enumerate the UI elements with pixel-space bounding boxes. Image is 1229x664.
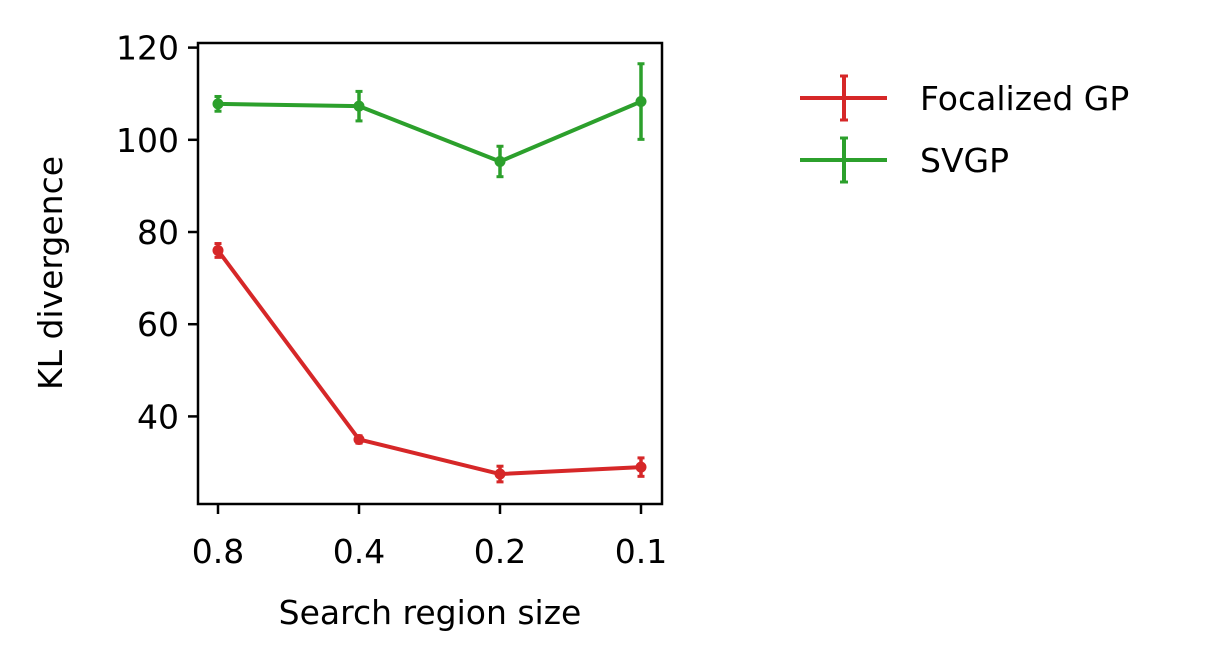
- y-tick-label: 80: [137, 213, 179, 252]
- series-line: [217, 99, 642, 164]
- plot-frame: [196, 41, 664, 506]
- legend-label: Focalized GP: [920, 79, 1129, 118]
- x-tick-label: 0.4: [333, 532, 385, 571]
- data-point: [212, 98, 224, 110]
- data-point: [635, 461, 647, 473]
- data-point: [353, 433, 365, 445]
- x-tick-label: 0.8: [192, 532, 244, 571]
- data-point: [353, 100, 365, 112]
- series-line: [216, 249, 642, 477]
- data-point: [494, 468, 506, 480]
- legend-label: SVGP: [920, 141, 1009, 180]
- plot-area: [212, 62, 647, 484]
- y-tick-label: 60: [137, 305, 179, 344]
- y-tick-label: 120: [116, 29, 179, 68]
- data-point: [635, 96, 647, 108]
- y-axis: 40 60 80 100 120: [116, 29, 198, 436]
- data-point: [212, 244, 224, 256]
- legend: Focalized GP SVGP: [800, 74, 1129, 184]
- y-tick-label: 40: [137, 397, 179, 436]
- x-tick-label: 0.2: [474, 532, 526, 571]
- x-axis-label: Search region size: [279, 593, 582, 632]
- x-tick-label: 0.1: [615, 532, 667, 571]
- y-axis-label: KL divergence: [31, 156, 70, 390]
- y-tick-label: 100: [116, 121, 179, 160]
- x-axis: 0.8 0.4 0.2 0.1: [192, 504, 667, 571]
- data-point: [494, 155, 506, 167]
